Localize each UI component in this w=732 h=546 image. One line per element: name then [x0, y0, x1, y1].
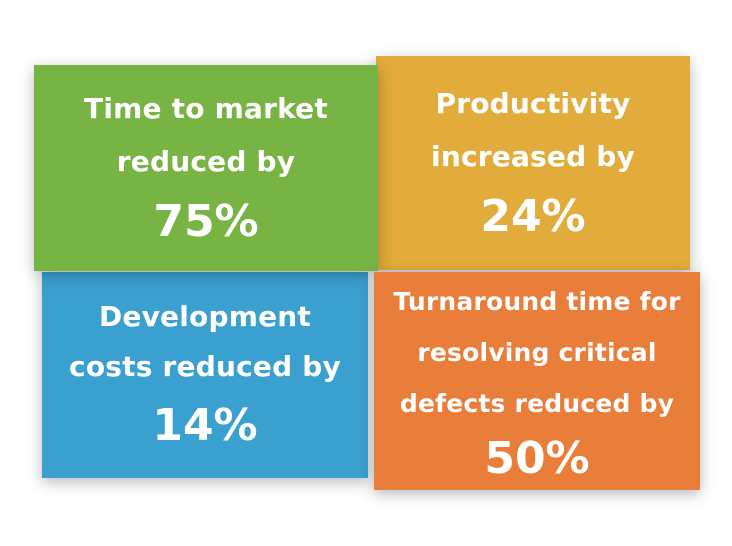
tile-label-line: reduced by: [116, 145, 296, 178]
tile-label-line: Turnaround time for: [393, 286, 681, 316]
tile-value: 50%: [484, 432, 590, 484]
tile-label-line: Productivity: [435, 87, 631, 120]
development-costs-tile: Development costs reduced by 14%: [42, 272, 368, 478]
tile-label-line: resolving critical: [417, 337, 657, 367]
tile-label-line: increased by: [431, 140, 635, 173]
tile-value: 14%: [152, 400, 258, 451]
tile-label-line: costs reduced by: [69, 350, 341, 383]
productivity-tile: Productivity increased by 24%: [376, 56, 690, 270]
tile-value: 75%: [153, 196, 259, 247]
turnaround-time-tile: Turnaround time for resolving critical d…: [374, 272, 700, 490]
tile-label-line: Time to market: [84, 92, 328, 125]
time-to-market-tile: Time to market reduced by 75%: [34, 65, 378, 271]
tile-label-line: defects reduced by: [399, 388, 675, 418]
tile-value: 24%: [480, 191, 586, 242]
tile-label-line: Development: [98, 300, 312, 333]
